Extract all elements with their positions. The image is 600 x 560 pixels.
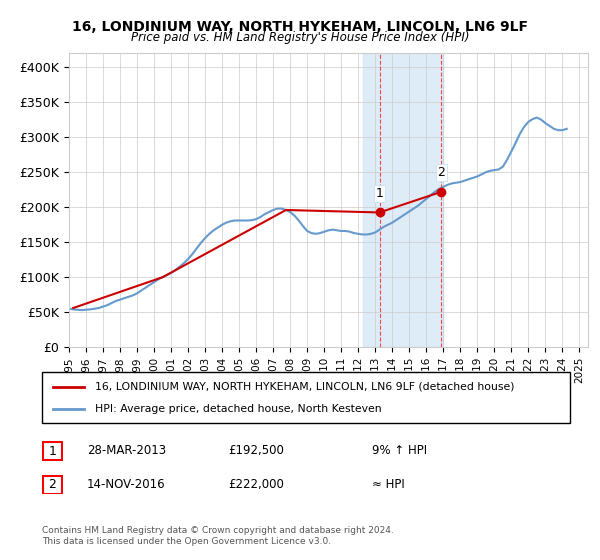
Bar <box>362 53 443 347</box>
Text: £192,500: £192,500 <box>228 444 284 458</box>
Text: Price paid vs. HM Land Registry's House Price Index (HPI): Price paid vs. HM Land Registry's House … <box>131 31 469 44</box>
Text: ≈ HPI: ≈ HPI <box>372 478 405 491</box>
FancyBboxPatch shape <box>43 476 62 493</box>
Text: 1: 1 <box>376 187 383 200</box>
Text: 14-NOV-2016: 14-NOV-2016 <box>87 478 166 491</box>
Text: £222,000: £222,000 <box>228 478 284 491</box>
FancyBboxPatch shape <box>43 442 62 460</box>
Text: 16, LONDINIUM WAY, NORTH HYKEHAM, LINCOLN, LN6 9LF: 16, LONDINIUM WAY, NORTH HYKEHAM, LINCOL… <box>72 20 528 34</box>
Text: 2: 2 <box>437 166 445 179</box>
Text: 2: 2 <box>49 478 56 491</box>
Text: HPI: Average price, detached house, North Kesteven: HPI: Average price, detached house, Nort… <box>95 404 382 414</box>
Text: 28-MAR-2013: 28-MAR-2013 <box>87 444 166 458</box>
Text: 9% ↑ HPI: 9% ↑ HPI <box>372 444 427 458</box>
FancyBboxPatch shape <box>42 372 570 423</box>
Text: 1: 1 <box>49 445 56 458</box>
Text: Contains HM Land Registry data © Crown copyright and database right 2024.
This d: Contains HM Land Registry data © Crown c… <box>42 526 394 546</box>
Text: 16, LONDINIUM WAY, NORTH HYKEHAM, LINCOLN, LN6 9LF (detached house): 16, LONDINIUM WAY, NORTH HYKEHAM, LINCOL… <box>95 381 514 391</box>
